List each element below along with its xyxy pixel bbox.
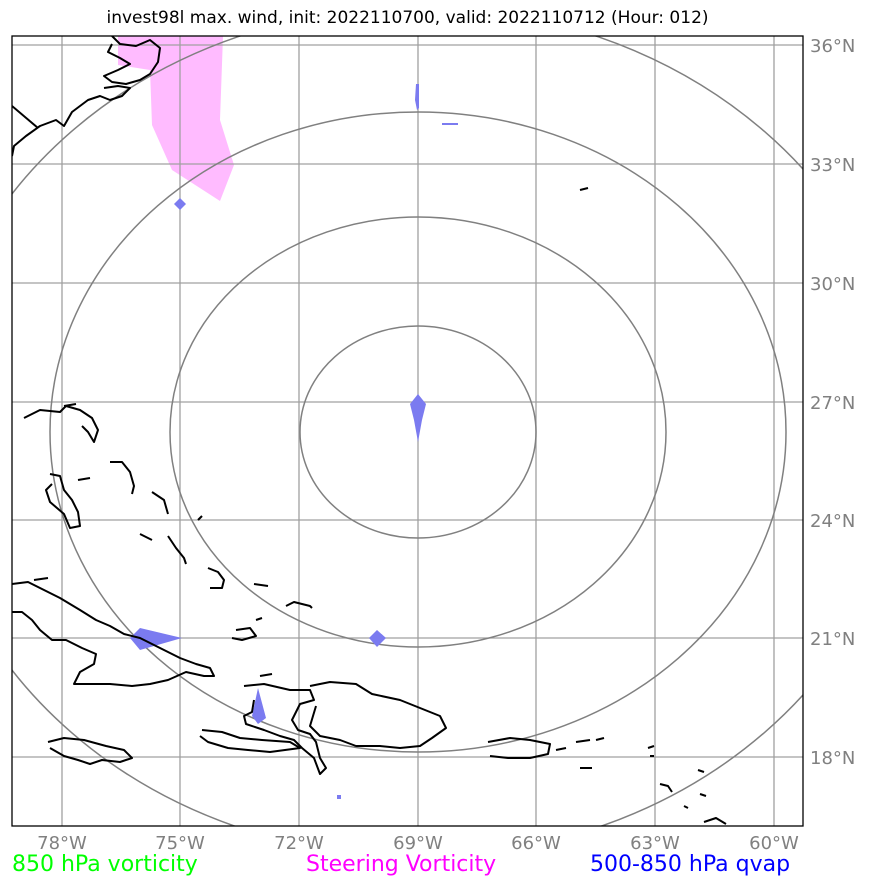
qvap-blob-ti: [369, 630, 386, 647]
lon-label: 75°W: [155, 833, 205, 854]
map-frame: [11, 35, 804, 827]
lon-label: 66°W: [511, 833, 561, 854]
lon-label: 72°W: [274, 833, 324, 854]
lon-label: 63°W: [630, 833, 680, 854]
lat-label: 21°N: [810, 629, 855, 650]
longitude-labels: 78°W 75°W 72°W 69°W 66°W 63°W 60°W: [37, 833, 799, 854]
map-title: invest98l max. wind, init: 2022110700, v…: [106, 8, 709, 28]
qvap-blob-south: [337, 795, 341, 799]
legend-qvap: 500-850 hPa qvap: [590, 852, 791, 877]
map-plot-area: [12, 36, 803, 826]
coastlines: [12, 36, 727, 825]
qvap-blob-north-east: [442, 123, 458, 125]
lat-label: 36°N: [810, 36, 855, 57]
graticule: [12, 36, 803, 826]
legend-steering-vorticity: Steering Vorticity: [306, 852, 497, 877]
lat-label: 18°N: [810, 748, 855, 769]
lat-label: 27°N: [810, 393, 855, 414]
latitude-labels: 36°N 33°N 30°N 27°N 24°N 21°N 18°N: [810, 36, 855, 769]
qvap-areas: [130, 84, 458, 799]
qvap-blob-haiti: [252, 688, 266, 724]
steering-vorticity-area: [118, 36, 234, 201]
lon-label: 60°W: [749, 833, 799, 854]
range-rings: [12, 36, 803, 826]
lon-label: 69°W: [393, 833, 443, 854]
legend-850-vorticity: 850 hPa vorticity: [12, 852, 198, 877]
qvap-blob-center: [410, 394, 426, 442]
qvap-blob-west: [174, 198, 186, 210]
lat-label: 30°N: [810, 274, 855, 295]
lat-label: 24°N: [810, 511, 855, 532]
lat-label: 33°N: [810, 155, 855, 176]
qvap-blob-cuba: [130, 628, 182, 650]
lon-label: 78°W: [37, 833, 87, 854]
qvap-blob-north: [415, 84, 419, 110]
